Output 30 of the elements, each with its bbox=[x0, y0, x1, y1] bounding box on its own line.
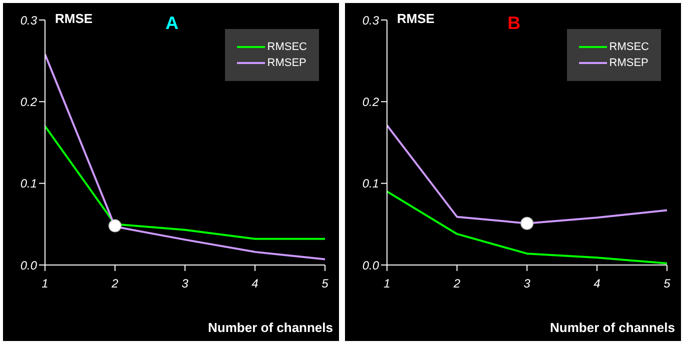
x-tick-label: 1 bbox=[42, 276, 48, 291]
y-tick-label: 0.1 bbox=[362, 176, 379, 191]
legend-label: RMSEP bbox=[267, 57, 306, 69]
x-tick-label: 1 bbox=[384, 276, 390, 291]
x-tick-label: 3 bbox=[524, 276, 531, 291]
x-tick-label: 5 bbox=[322, 276, 329, 291]
x-tick-label: 2 bbox=[452, 276, 461, 291]
y-tick-label: 0.2 bbox=[362, 94, 380, 109]
y-axis-title: RMSE bbox=[55, 11, 93, 26]
y-tick-label: 0.3 bbox=[20, 13, 38, 28]
x-tick-label: 2 bbox=[110, 276, 119, 291]
legend-label: RMSEC bbox=[267, 41, 307, 53]
x-axis-title: Number of channels bbox=[550, 320, 675, 335]
y-tick-label: 0.0 bbox=[362, 258, 380, 272]
y-axis-title: RMSE bbox=[397, 11, 435, 26]
x-tick-label: 3 bbox=[182, 276, 189, 291]
x-tick-label: 4 bbox=[252, 276, 259, 291]
chart-title: B bbox=[508, 13, 520, 33]
x-tick-label: 5 bbox=[664, 276, 671, 291]
chart-title: A bbox=[166, 13, 178, 33]
y-tick-label: 0.0 bbox=[20, 258, 38, 272]
line-series bbox=[45, 125, 325, 240]
line-series bbox=[45, 53, 325, 260]
y-tick-label: 0.1 bbox=[20, 176, 37, 191]
x-axis-title: Number of channels bbox=[208, 320, 333, 335]
y-tick-label: 0.3 bbox=[362, 13, 380, 28]
legend-label: RMSEC bbox=[609, 41, 649, 53]
x-tick-label: 4 bbox=[594, 276, 601, 291]
legend-label: RMSEP bbox=[609, 57, 648, 69]
y-tick-label: 0.2 bbox=[20, 94, 38, 109]
